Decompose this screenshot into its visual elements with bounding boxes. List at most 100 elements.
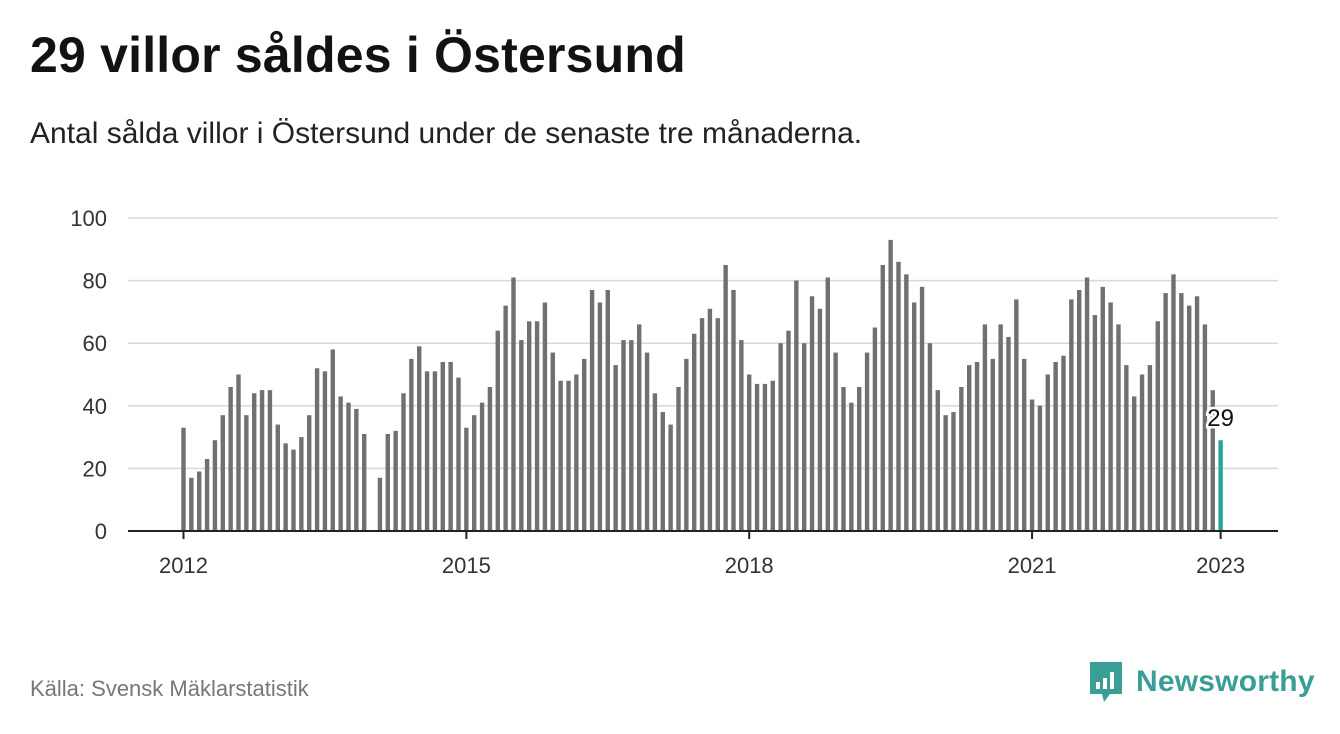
bar — [809, 296, 815, 531]
bar — [346, 402, 351, 531]
bar — [644, 352, 650, 531]
bar — [817, 308, 823, 531]
bar — [464, 427, 469, 531]
highlight-bar — [1218, 440, 1223, 531]
bar — [605, 289, 610, 531]
highlight-value-label: 29 — [1207, 405, 1234, 432]
bar — [912, 302, 917, 531]
bar — [362, 433, 367, 531]
y-tick-label: 20 — [83, 456, 107, 481]
bar — [990, 358, 995, 531]
bar — [582, 358, 587, 531]
bar — [951, 412, 956, 531]
bar — [998, 324, 1003, 531]
bar — [534, 321, 540, 531]
x-tick-label: 2015 — [442, 553, 491, 578]
bar — [1155, 321, 1160, 531]
bar — [1186, 305, 1192, 531]
bar — [314, 368, 320, 531]
bar — [1069, 299, 1074, 531]
bar — [1131, 396, 1137, 531]
bar — [236, 374, 241, 531]
bar — [1108, 302, 1113, 531]
bar — [1179, 293, 1184, 531]
bar — [1045, 374, 1050, 531]
bar — [1029, 399, 1035, 531]
bar — [527, 321, 532, 531]
bar — [794, 280, 799, 531]
bar — [1194, 296, 1200, 531]
bar — [252, 393, 257, 531]
y-tick-label: 100 — [70, 206, 107, 231]
bar — [566, 380, 571, 531]
y-tick-label: 80 — [83, 269, 107, 294]
y-tick-label: 0 — [95, 519, 107, 544]
brand-name: Newsworthy — [1136, 665, 1315, 698]
bar — [197, 471, 202, 531]
bar — [974, 361, 980, 531]
bar — [825, 277, 830, 531]
bar — [393, 430, 398, 531]
bar — [880, 264, 885, 531]
bar — [212, 440, 218, 531]
bar — [424, 371, 430, 531]
bar — [589, 289, 595, 531]
bar — [417, 346, 422, 531]
bar — [440, 361, 445, 531]
bar — [707, 308, 713, 531]
bar — [291, 449, 296, 531]
bar — [479, 402, 485, 531]
bar — [888, 239, 893, 531]
bar — [377, 477, 383, 531]
bar — [448, 361, 453, 531]
bar — [1171, 274, 1176, 531]
bar — [220, 415, 225, 531]
bar — [1037, 405, 1043, 531]
bar — [762, 383, 768, 531]
bar — [1163, 293, 1168, 531]
bar — [267, 390, 273, 531]
bar — [456, 377, 461, 531]
bar — [189, 477, 194, 531]
bar — [684, 358, 689, 531]
bar — [652, 393, 658, 531]
bar — [967, 365, 972, 531]
bar — [841, 387, 846, 531]
bar — [1202, 324, 1208, 531]
bar — [181, 427, 186, 531]
bar — [307, 415, 312, 531]
bar — [322, 371, 328, 531]
bar — [904, 274, 909, 531]
y-tick-label: 60 — [83, 331, 107, 356]
chart-title: 29 villor såldes i Östersund — [30, 27, 686, 83]
x-tick-label: 2021 — [1008, 553, 1057, 578]
bar — [432, 371, 438, 531]
chart-subtitle: Antal sålda villor i Östersund under de … — [30, 117, 863, 150]
bar — [935, 390, 940, 531]
bar — [613, 365, 618, 531]
newsworthy-logo-icon — [1090, 662, 1122, 702]
bar — [943, 415, 948, 531]
bar — [629, 340, 634, 531]
x-tick-label: 2023 — [1196, 553, 1245, 578]
bar — [1139, 374, 1145, 531]
bar — [1053, 361, 1058, 531]
bar — [204, 459, 210, 531]
source-note: Källa: Svensk Mäklarstatistik — [30, 676, 309, 701]
bar — [770, 380, 775, 531]
bar — [1210, 390, 1215, 531]
bar — [699, 318, 705, 531]
bar — [754, 383, 760, 531]
bar — [802, 343, 807, 531]
bar — [676, 387, 681, 531]
bar — [338, 396, 343, 531]
bar — [244, 415, 249, 531]
bar — [542, 302, 548, 531]
bar — [495, 330, 500, 531]
bar — [778, 343, 783, 531]
x-tick-label: 2018 — [725, 553, 774, 578]
bar — [692, 333, 697, 531]
bar — [597, 302, 603, 531]
bar — [849, 402, 854, 531]
y-tick-label: 40 — [83, 394, 107, 419]
